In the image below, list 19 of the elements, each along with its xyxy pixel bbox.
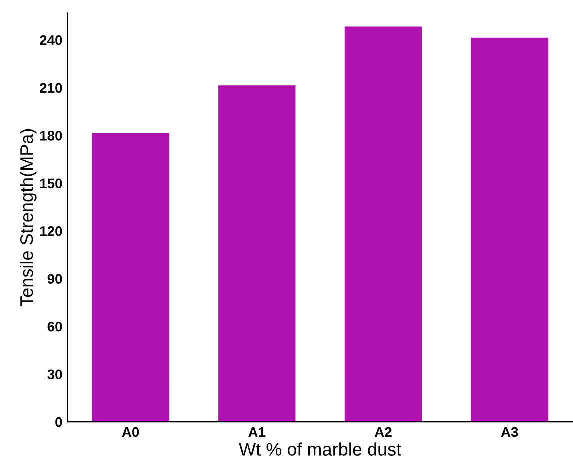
y-tick-label: 210 bbox=[40, 83, 62, 94]
y-tick-label: 240 bbox=[40, 36, 62, 46]
bar bbox=[471, 38, 548, 422]
x-tick-label: A3 bbox=[501, 427, 518, 438]
x-tick-label: A1 bbox=[248, 427, 266, 438]
y-tick-label: 60 bbox=[48, 322, 62, 332]
bar bbox=[218, 86, 296, 422]
y-tick-label: 180 bbox=[40, 130, 62, 141]
y-tick-label: 150 bbox=[40, 178, 62, 189]
y-axis-title: Tensile Strength(MPa) bbox=[20, 129, 37, 307]
bar bbox=[92, 133, 170, 422]
x-tick-label: A2 bbox=[374, 427, 392, 438]
y-tick-label: 120 bbox=[40, 226, 62, 236]
bar bbox=[344, 26, 422, 422]
x-tick-label: A0 bbox=[122, 427, 140, 438]
y-tick-label: 30 bbox=[48, 370, 62, 380]
x-axis-title: Wt % of marble dust bbox=[239, 442, 402, 456]
y-tick-label: 0 bbox=[56, 417, 62, 428]
y-tick-label: 90 bbox=[48, 274, 62, 284]
